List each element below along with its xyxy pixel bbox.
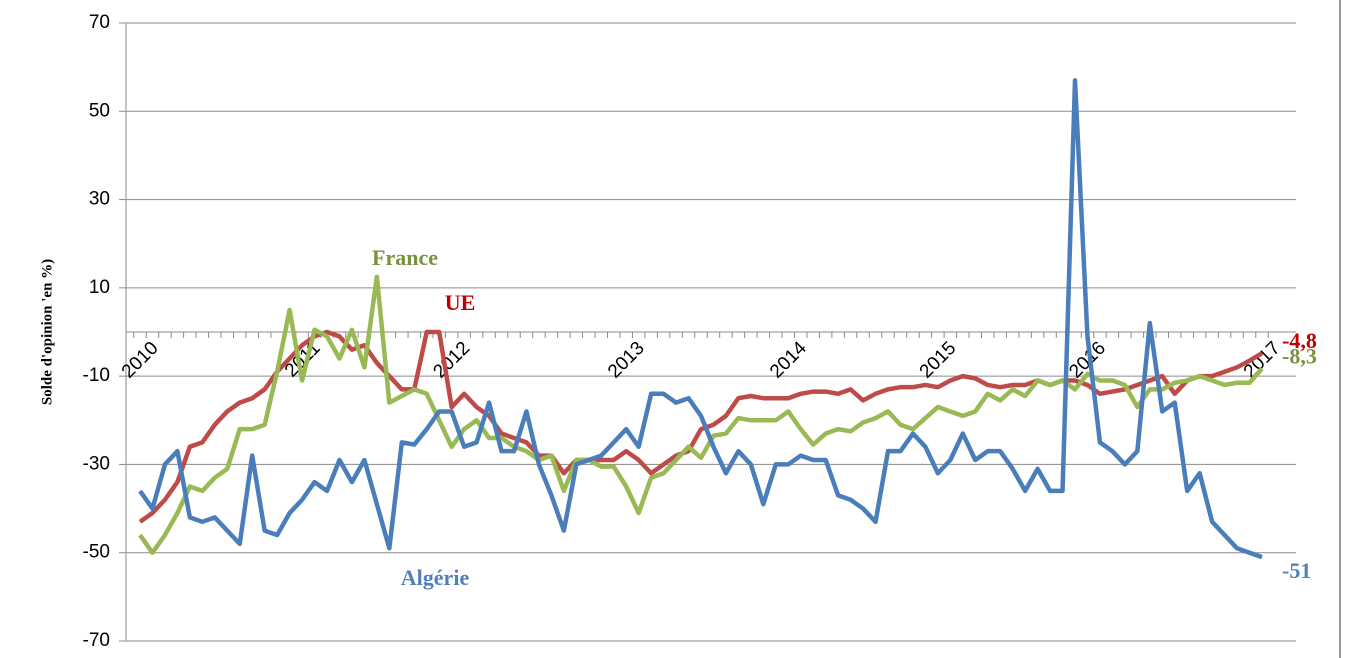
y-tick-label: -70 (83, 630, 110, 651)
y-tick-label: 10 (89, 277, 110, 298)
y-tick-label: -30 (83, 453, 110, 474)
series-label: France (372, 245, 438, 270)
y-tick-label: -10 (83, 365, 110, 386)
series-label: Algérie (401, 565, 470, 590)
y-axis-title: Solde d'opinion 'en %) (39, 259, 55, 405)
end-label: -8,3 (1282, 344, 1317, 369)
y-tick-label: -50 (83, 542, 110, 563)
series-line (138, 78, 1263, 560)
end-label: -51 (1282, 558, 1311, 583)
series-line (138, 274, 1264, 555)
series-line (138, 329, 1264, 524)
end-label: -4,8 (1282, 328, 1317, 353)
y-tick-label: 70 (89, 12, 110, 33)
y-tick-label: 50 (89, 100, 110, 121)
y-tick-label: 30 (89, 189, 110, 210)
series-label: UE (445, 290, 476, 315)
